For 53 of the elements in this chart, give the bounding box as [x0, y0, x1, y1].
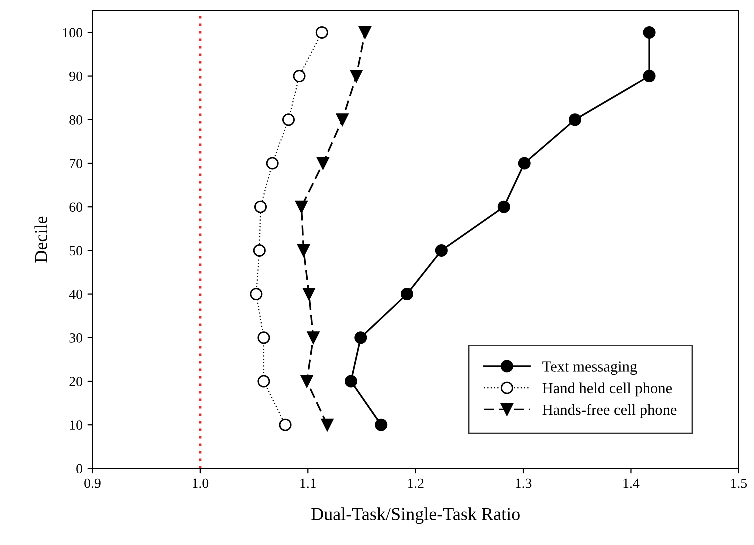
y-tick-label: 50: [70, 246, 82, 256]
point: [258, 375, 270, 388]
point: [282, 114, 295, 126]
point: [293, 70, 306, 83]
y-tick-label: 80: [70, 115, 82, 125]
y-axis-title: Decile: [34, 216, 48, 263]
x-tick-label: 1.3: [516, 478, 532, 488]
y-tick-label: 30: [70, 333, 82, 343]
y-tick-label: 40: [69, 290, 82, 300]
point: [300, 375, 314, 388]
point: [302, 288, 316, 301]
y-tick-label: 70: [70, 159, 82, 168]
point: [498, 200, 510, 214]
legend-label: Hands-free cell phone: [542, 404, 677, 418]
point: [316, 26, 328, 39]
point: [258, 332, 270, 344]
y-tick-label: 10: [70, 420, 82, 430]
point: [250, 288, 263, 301]
legend-label: Hand held cell phone: [542, 382, 672, 397]
y-tick-label: 20: [70, 377, 82, 386]
point: [643, 70, 656, 83]
y-tick-label: 60: [70, 202, 82, 212]
point: [321, 418, 334, 432]
point: [336, 114, 349, 126]
point: [298, 244, 310, 257]
point: [266, 157, 279, 170]
point: [354, 332, 368, 344]
point: [253, 244, 266, 257]
point: [518, 157, 531, 170]
y-tick-label: 90: [70, 72, 82, 82]
x-tick-label: 1.2: [408, 478, 424, 488]
x-axis-title: Dual-Task/Single-Task Ratio: [312, 508, 520, 524]
point: [643, 26, 656, 39]
point: [307, 332, 320, 344]
x-tick-label: 1.1: [300, 478, 316, 488]
y-tick-label: 100: [63, 28, 82, 38]
point: [435, 244, 448, 257]
x-tick-label: 1.5: [731, 478, 748, 488]
x-tick-label: 1.4: [624, 478, 640, 488]
point: [316, 157, 330, 170]
point: [375, 418, 388, 432]
point: [344, 375, 358, 388]
point: [568, 114, 582, 126]
point: [350, 70, 363, 83]
legend-label: Text messaging: [542, 362, 638, 376]
point: [295, 200, 308, 214]
point: [254, 200, 267, 214]
point: [279, 418, 292, 432]
point: [400, 288, 414, 301]
x-tick-label: 1.0: [192, 478, 209, 488]
y-tick-label: 0: [76, 464, 82, 474]
point: [358, 26, 372, 39]
x-tick-label: 0.9: [84, 478, 101, 488]
